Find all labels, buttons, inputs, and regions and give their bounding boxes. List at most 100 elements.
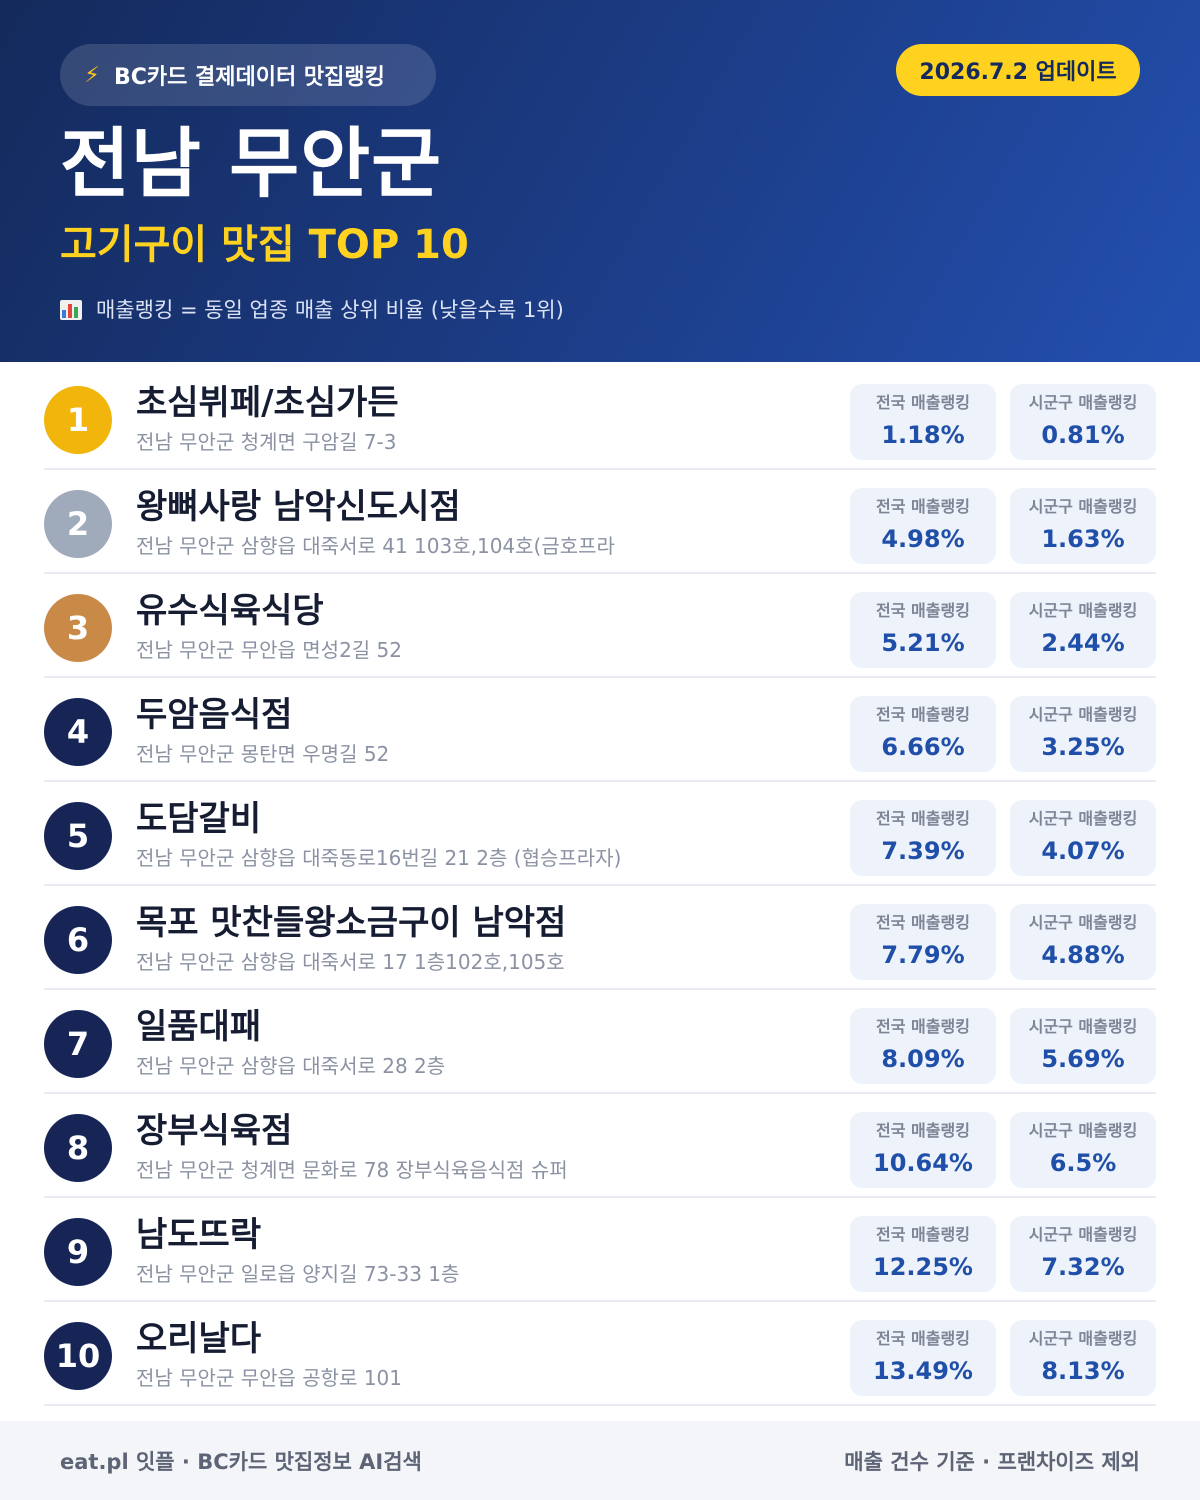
rank-badge: 2 xyxy=(44,490,112,558)
restaurant-name: 오리날다 xyxy=(136,1319,262,1359)
restaurant-name: 초심뷔페/초심가든 xyxy=(136,383,399,423)
source-badge: ⚡ BC카드 결제데이터 맛집랭킹 xyxy=(60,44,436,106)
local-ranking-card: 시군구 매출랭킹 7.32% xyxy=(1010,1216,1156,1292)
national-ranking-label: 전국 매출랭킹 xyxy=(876,705,970,724)
list-item[interactable]: 4 두암음식점 전남 무안군 몽탄면 우명길 52 전국 매출랭킹 6.66% … xyxy=(44,678,1156,782)
rank-badge: 9 xyxy=(44,1218,112,1286)
local-ranking-value: 4.07% xyxy=(1041,837,1125,865)
local-ranking-card: 시군구 매출랭킹 8.13% xyxy=(1010,1320,1156,1396)
page-title: 전남 무안군 xyxy=(60,119,443,208)
restaurant-address: 전남 무안군 무안읍 공항로 101 xyxy=(136,1366,403,1390)
local-ranking-card: 시군구 매출랭킹 5.69% xyxy=(1010,1008,1156,1084)
national-ranking-label: 전국 매출랭킹 xyxy=(876,393,970,412)
local-ranking-value: 3.25% xyxy=(1041,733,1125,761)
restaurant-name: 장부식육점 xyxy=(136,1111,293,1151)
restaurant-address: 전남 무안군 일로읍 양지길 73-33 1층 xyxy=(136,1262,460,1286)
list-item[interactable]: 8 장부식육점 전남 무안군 청계면 문화로 78 장부식육음식점 슈퍼 전국 … xyxy=(44,1094,1156,1198)
list-item[interactable]: 2 왕뼈사랑 남악신도시점 전남 무안군 삼향읍 대죽서로 41 103호,10… xyxy=(44,470,1156,574)
restaurant-address: 전남 무안군 무안읍 면성2길 52 xyxy=(136,638,403,662)
footer-right: 매출 건수 기준 · 프랜차이즈 제외 xyxy=(844,1449,1140,1474)
national-ranking-value: 4.98% xyxy=(881,525,965,553)
lightning-icon: ⚡ xyxy=(84,62,100,88)
local-ranking-value: 8.13% xyxy=(1041,1357,1125,1385)
local-ranking-card: 시군구 매출랭킹 0.81% xyxy=(1010,384,1156,460)
national-ranking-label: 전국 매출랭킹 xyxy=(876,913,970,932)
local-ranking-label: 시군구 매출랭킹 xyxy=(1028,393,1138,412)
local-ranking-value: 2.44% xyxy=(1041,629,1125,657)
update-badge: 2026.7.2 업데이트 xyxy=(896,44,1140,96)
national-ranking-label: 전국 매출랭킹 xyxy=(876,601,970,620)
local-ranking-card: 시군구 매출랭킹 4.07% xyxy=(1010,800,1156,876)
national-ranking-card: 전국 매출랭킹 1.18% xyxy=(850,384,996,460)
footer-left: eat.pl 잇플 · BC카드 맛집정보 AI검색 xyxy=(60,1449,422,1474)
restaurant-name: 도담갈비 xyxy=(136,799,262,839)
local-ranking-label: 시군구 매출랭킹 xyxy=(1028,497,1138,516)
local-ranking-value: 1.63% xyxy=(1041,525,1125,553)
local-ranking-card: 시군구 매출랭킹 1.63% xyxy=(1010,488,1156,564)
restaurant-name: 유수식육식당 xyxy=(136,591,324,631)
local-ranking-card: 시군구 매출랭킹 2.44% xyxy=(1010,592,1156,668)
local-ranking-card: 시군구 매출랭킹 4.88% xyxy=(1010,904,1156,980)
ranking-note: 매출랭킹 = 동일 업종 매출 상위 비율 (낮을수록 1위) xyxy=(60,294,564,326)
national-ranking-value: 7.79% xyxy=(881,941,965,969)
ranking-list: 1 초심뷔페/초심가든 전남 무안군 청계면 구암길 7-3 전국 매출랭킹 1… xyxy=(44,366,1156,1406)
national-ranking-card: 전국 매출랭킹 5.21% xyxy=(850,592,996,668)
restaurant-name: 일품대패 xyxy=(136,1007,262,1047)
national-ranking-label: 전국 매출랭킹 xyxy=(876,1329,970,1348)
national-ranking-card: 전국 매출랭킹 8.09% xyxy=(850,1008,996,1084)
local-ranking-value: 5.69% xyxy=(1041,1045,1125,1073)
restaurant-address: 전남 무안군 삼향읍 대죽서로 28 2층 xyxy=(136,1054,446,1078)
local-ranking-value: 7.32% xyxy=(1041,1253,1125,1281)
restaurant-address: 전남 무안군 삼향읍 대죽서로 41 103호,104호(금호프라 xyxy=(136,534,615,558)
local-ranking-label: 시군구 매출랭킹 xyxy=(1028,601,1138,620)
bar-chart-icon xyxy=(60,300,82,320)
restaurant-address: 전남 무안군 몽탄면 우명길 52 xyxy=(136,742,390,766)
national-ranking-value: 13.49% xyxy=(873,1357,973,1385)
national-ranking-label: 전국 매출랭킹 xyxy=(876,809,970,828)
national-ranking-value: 7.39% xyxy=(881,837,965,865)
local-ranking-value: 4.88% xyxy=(1041,941,1125,969)
local-ranking-label: 시군구 매출랭킹 xyxy=(1028,913,1138,932)
national-ranking-card: 전국 매출랭킹 13.49% xyxy=(850,1320,996,1396)
national-ranking-label: 전국 매출랭킹 xyxy=(876,1225,970,1244)
rank-badge: 3 xyxy=(44,594,112,662)
national-ranking-card: 전국 매출랭킹 4.98% xyxy=(850,488,996,564)
rank-badge: 1 xyxy=(44,386,112,454)
restaurant-address: 전남 무안군 청계면 구암길 7-3 xyxy=(136,430,397,454)
national-ranking-label: 전국 매출랭킹 xyxy=(876,1017,970,1036)
local-ranking-label: 시군구 매출랭킹 xyxy=(1028,1121,1138,1140)
local-ranking-card: 시군구 매출랭킹 3.25% xyxy=(1010,696,1156,772)
restaurant-name: 목포 맛찬들왕소금구이 남악점 xyxy=(136,903,567,943)
restaurant-address: 전남 무안군 삼향읍 대죽동로16번길 21 2층 (협승프라자) xyxy=(136,846,622,870)
local-ranking-label: 시군구 매출랭킹 xyxy=(1028,809,1138,828)
local-ranking-value: 6.5% xyxy=(1049,1149,1117,1177)
local-ranking-label: 시군구 매출랭킹 xyxy=(1028,1329,1138,1348)
list-item[interactable]: 3 유수식육식당 전남 무안군 무안읍 면성2길 52 전국 매출랭킹 5.21… xyxy=(44,574,1156,678)
page-subtitle: 고기구이 맛집 TOP 10 xyxy=(60,222,469,268)
restaurant-name: 남도뜨락 xyxy=(136,1215,262,1255)
restaurant-name: 두암음식점 xyxy=(136,695,293,735)
rank-badge: 5 xyxy=(44,802,112,870)
restaurant-address: 전남 무안군 삼향읍 대죽서로 17 1층102호,105호 xyxy=(136,950,565,974)
rank-badge: 4 xyxy=(44,698,112,766)
list-item[interactable]: 6 목포 맛찬들왕소금구이 남악점 전남 무안군 삼향읍 대죽서로 17 1층1… xyxy=(44,886,1156,990)
list-item[interactable]: 9 남도뜨락 전남 무안군 일로읍 양지길 73-33 1층 전국 매출랭킹 1… xyxy=(44,1198,1156,1302)
local-ranking-label: 시군구 매출랭킹 xyxy=(1028,1017,1138,1036)
header-banner: ⚡ BC카드 결제데이터 맛집랭킹 2026.7.2 업데이트 전남 무안군 고… xyxy=(0,0,1200,362)
national-ranking-card: 전국 매출랭킹 7.79% xyxy=(850,904,996,980)
rank-badge: 7 xyxy=(44,1010,112,1078)
list-item[interactable]: 7 일품대패 전남 무안군 삼향읍 대죽서로 28 2층 전국 매출랭킹 8.0… xyxy=(44,990,1156,1094)
national-ranking-label: 전국 매출랭킹 xyxy=(876,1121,970,1140)
list-item[interactable]: 1 초심뷔페/초심가든 전남 무안군 청계면 구암길 7-3 전국 매출랭킹 1… xyxy=(44,366,1156,470)
local-ranking-value: 0.81% xyxy=(1041,421,1125,449)
national-ranking-value: 10.64% xyxy=(873,1149,973,1177)
national-ranking-label: 전국 매출랭킹 xyxy=(876,497,970,516)
list-item[interactable]: 5 도담갈비 전남 무안군 삼향읍 대죽동로16번길 21 2층 (협승프라자)… xyxy=(44,782,1156,886)
local-ranking-label: 시군구 매출랭킹 xyxy=(1028,705,1138,724)
national-ranking-card: 전국 매출랭킹 6.66% xyxy=(850,696,996,772)
footer: eat.pl 잇플 · BC카드 맛집정보 AI검색 매출 건수 기준 · 프랜… xyxy=(0,1421,1200,1500)
rank-badge: 6 xyxy=(44,906,112,974)
restaurant-name: 왕뼈사랑 남악신도시점 xyxy=(136,487,461,527)
list-item[interactable]: 10 오리날다 전남 무안군 무안읍 공항로 101 전국 매출랭킹 13.49… xyxy=(44,1302,1156,1406)
local-ranking-card: 시군구 매출랭킹 6.5% xyxy=(1010,1112,1156,1188)
